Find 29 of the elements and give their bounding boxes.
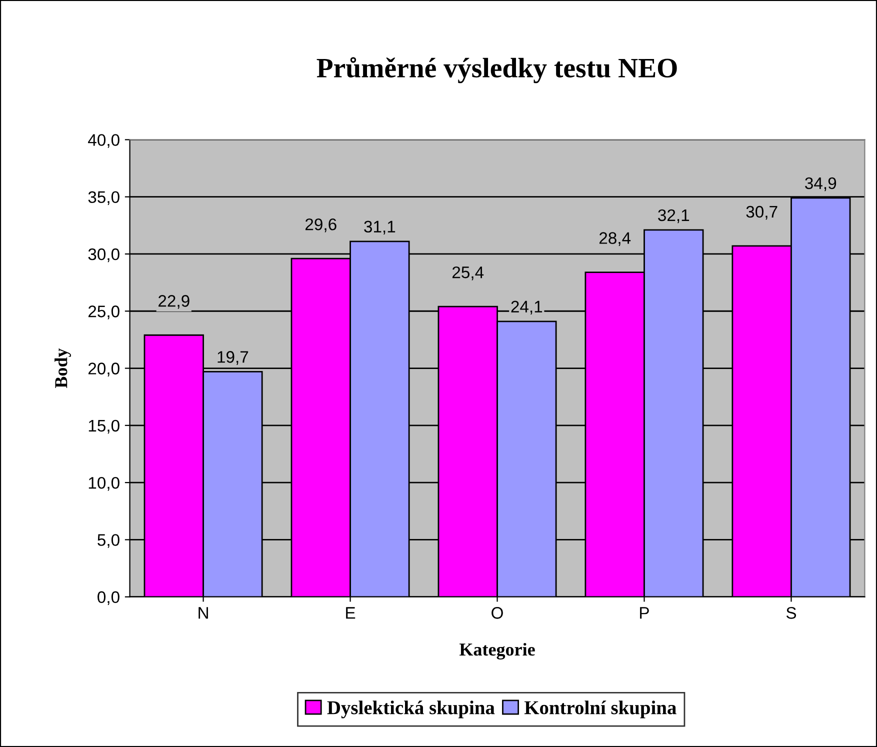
y-tick-label: 10,0	[88, 476, 120, 491]
y-tick-label: 0,0	[98, 591, 120, 606]
x-tick-label: S	[786, 607, 796, 619]
y-tick-label: 5,0	[98, 534, 120, 548]
data-label: 24,1	[511, 300, 542, 315]
data-label: 32,1	[658, 209, 690, 224]
data-label: 22,9	[158, 295, 190, 309]
data-label: 19,7	[218, 351, 248, 365]
x-tick-label: E	[346, 607, 356, 619]
y-tick-label: 40,0	[88, 134, 120, 148]
x-tick-label: P	[640, 607, 649, 619]
y-tick-label: 25,0	[88, 306, 120, 320]
legend-label: Dyslektická skupina	[327, 700, 495, 718]
data-label: 34,9	[805, 177, 836, 192]
data-label: 30,7	[746, 206, 778, 220]
y-axis-title: Body	[54, 348, 71, 388]
x-tick-label: O	[492, 607, 503, 619]
y-tick-label: 30,0	[88, 248, 120, 262]
y-tick-label: 15,0	[88, 420, 120, 434]
data-label: 31,1	[364, 220, 396, 235]
legend-label: Kontrolní skupina	[524, 700, 676, 718]
data-label: 25,4	[452, 266, 484, 280]
data-label: 28,4	[599, 232, 631, 246]
x-tick-label: N	[198, 607, 208, 619]
data-label: 29,6	[306, 218, 336, 232]
x-axis-title: Kategorie	[459, 642, 535, 660]
chart-title: Průměrné výsledky testu NEO	[316, 57, 677, 84]
y-tick-label: 20,0	[88, 362, 120, 376]
y-tick-label: 35,0	[88, 191, 120, 206]
